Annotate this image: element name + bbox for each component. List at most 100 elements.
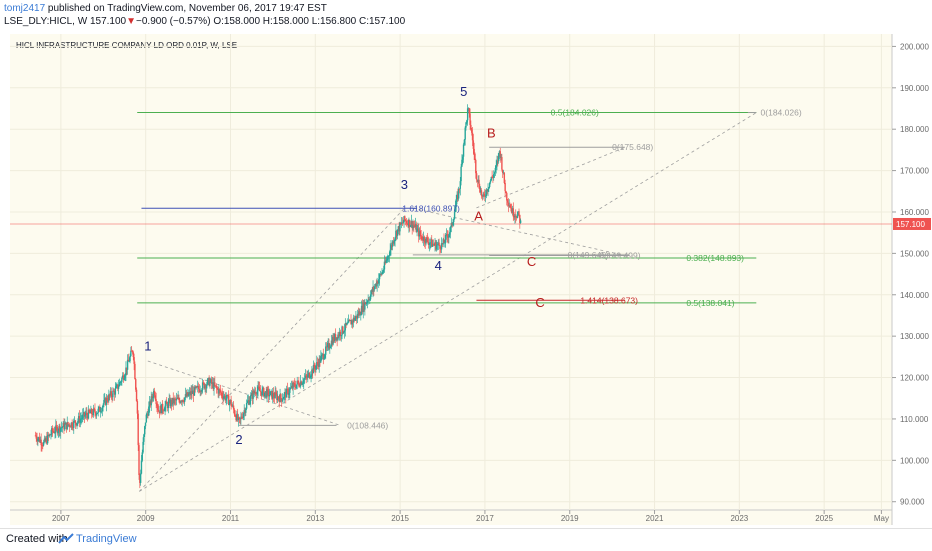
candle-body bbox=[143, 434, 145, 442]
candle-body bbox=[194, 386, 196, 389]
candle-body bbox=[115, 386, 117, 389]
candle-body bbox=[201, 382, 204, 391]
candle-body bbox=[404, 216, 406, 221]
candle-body bbox=[519, 220, 522, 223]
tradingview-brand[interactable]: TradingView bbox=[76, 533, 137, 545]
candle-body bbox=[508, 205, 510, 207]
author-link[interactable]: tomj2417 bbox=[4, 3, 46, 14]
candle-body bbox=[335, 337, 338, 341]
candle-body bbox=[253, 391, 255, 394]
candle-body bbox=[126, 367, 128, 370]
candle-body bbox=[222, 396, 224, 399]
fib-level-label: 0.382(148.893) bbox=[686, 253, 744, 263]
candle-body bbox=[475, 173, 478, 180]
wave-label-red: C bbox=[527, 254, 536, 269]
candle-body bbox=[138, 445, 140, 476]
candle-body bbox=[290, 385, 293, 388]
candle-body bbox=[157, 409, 160, 412]
candle-body bbox=[348, 320, 351, 321]
chart-title: HICL INFRASTRUCTURE COMPANY LD ORD 0.01P… bbox=[16, 41, 237, 50]
candle-body bbox=[391, 241, 394, 247]
candle-body bbox=[131, 350, 134, 353]
candle-body bbox=[518, 211, 520, 215]
candle-body bbox=[148, 401, 151, 407]
candle-body bbox=[202, 382, 205, 384]
candle-body bbox=[303, 379, 305, 383]
candle-body bbox=[413, 225, 416, 227]
candle-body bbox=[35, 435, 37, 439]
published-text: published on TradingView.com, November 0… bbox=[45, 3, 327, 14]
candle-body bbox=[242, 413, 245, 418]
candle-body bbox=[187, 392, 189, 396]
candle-body bbox=[365, 302, 367, 305]
candle-body bbox=[436, 244, 439, 246]
candle-body bbox=[384, 261, 386, 263]
candle-body bbox=[258, 388, 261, 392]
candle-body bbox=[444, 242, 446, 244]
candle-body bbox=[506, 200, 509, 203]
candle-body bbox=[176, 398, 179, 400]
candle-body bbox=[416, 228, 418, 233]
candle-body bbox=[164, 405, 166, 411]
candle-body bbox=[241, 416, 243, 418]
candle-body bbox=[363, 302, 365, 310]
candle-body bbox=[108, 394, 111, 396]
candle-body bbox=[219, 390, 222, 393]
candle-body bbox=[185, 394, 188, 397]
fib-level-label: 0.5(138.041) bbox=[686, 298, 734, 308]
candle-body bbox=[264, 391, 267, 393]
fib-level-label: 0.5(184.026) bbox=[551, 108, 599, 118]
candle-body bbox=[43, 438, 46, 442]
candle-body bbox=[414, 224, 417, 227]
candle-body bbox=[86, 412, 88, 416]
candle-body bbox=[126, 359, 129, 370]
candle-body bbox=[98, 407, 100, 409]
candle-body bbox=[167, 401, 170, 409]
candle-body bbox=[460, 166, 462, 182]
price-chart[interactable]: HICL INFRASTRUCTURE COMPANY LD ORD 0.01P… bbox=[0, 0, 932, 528]
fib-level-label: 0(149.645) bbox=[568, 250, 609, 260]
symbol-name[interactable]: LSE_DLY:HICL, W bbox=[4, 16, 88, 27]
candle-body bbox=[392, 241, 395, 244]
candle-body bbox=[306, 376, 308, 378]
candle-body bbox=[471, 132, 474, 141]
candle-body bbox=[382, 269, 385, 272]
candle-body bbox=[34, 435, 37, 437]
candle-body bbox=[413, 224, 415, 226]
candle-body bbox=[130, 350, 132, 356]
candle-body bbox=[148, 406, 150, 416]
candle-body bbox=[431, 243, 434, 247]
candle-body bbox=[51, 428, 54, 432]
candle-body bbox=[356, 313, 359, 319]
candle-body bbox=[466, 120, 468, 123]
candle-body bbox=[85, 412, 87, 416]
candle-body bbox=[501, 157, 503, 170]
labels-layer: 0.5(184.026) 0(184.026) 0(175.648) 1.618(16… bbox=[144, 84, 802, 447]
candle-body bbox=[59, 425, 61, 433]
candle-body bbox=[211, 382, 214, 384]
candle-body bbox=[320, 356, 322, 363]
candle-body bbox=[210, 379, 213, 384]
candle-body bbox=[446, 234, 448, 237]
candle-body bbox=[110, 391, 112, 397]
candle-body bbox=[404, 220, 407, 221]
candle-body bbox=[223, 396, 225, 399]
time-tick-label: 2007 bbox=[52, 514, 70, 523]
candle-body bbox=[134, 363, 136, 380]
candle-body bbox=[112, 390, 114, 398]
candle-body bbox=[360, 305, 363, 315]
candle-body bbox=[226, 395, 228, 399]
time-tick-label: 2013 bbox=[306, 514, 324, 523]
candle-body bbox=[291, 385, 294, 389]
candle-body bbox=[170, 399, 172, 407]
candle-body bbox=[201, 390, 203, 392]
candle-body bbox=[73, 420, 76, 422]
publish-line: tomj2417 published on TradingView.com, N… bbox=[4, 2, 405, 15]
price-tick-label: 180.000 bbox=[900, 125, 929, 134]
candle-body bbox=[60, 427, 63, 429]
candle-body bbox=[123, 378, 126, 380]
candle-body bbox=[80, 418, 82, 420]
candle-body bbox=[448, 232, 451, 235]
candle-body bbox=[40, 439, 42, 446]
candle-body bbox=[261, 389, 263, 396]
